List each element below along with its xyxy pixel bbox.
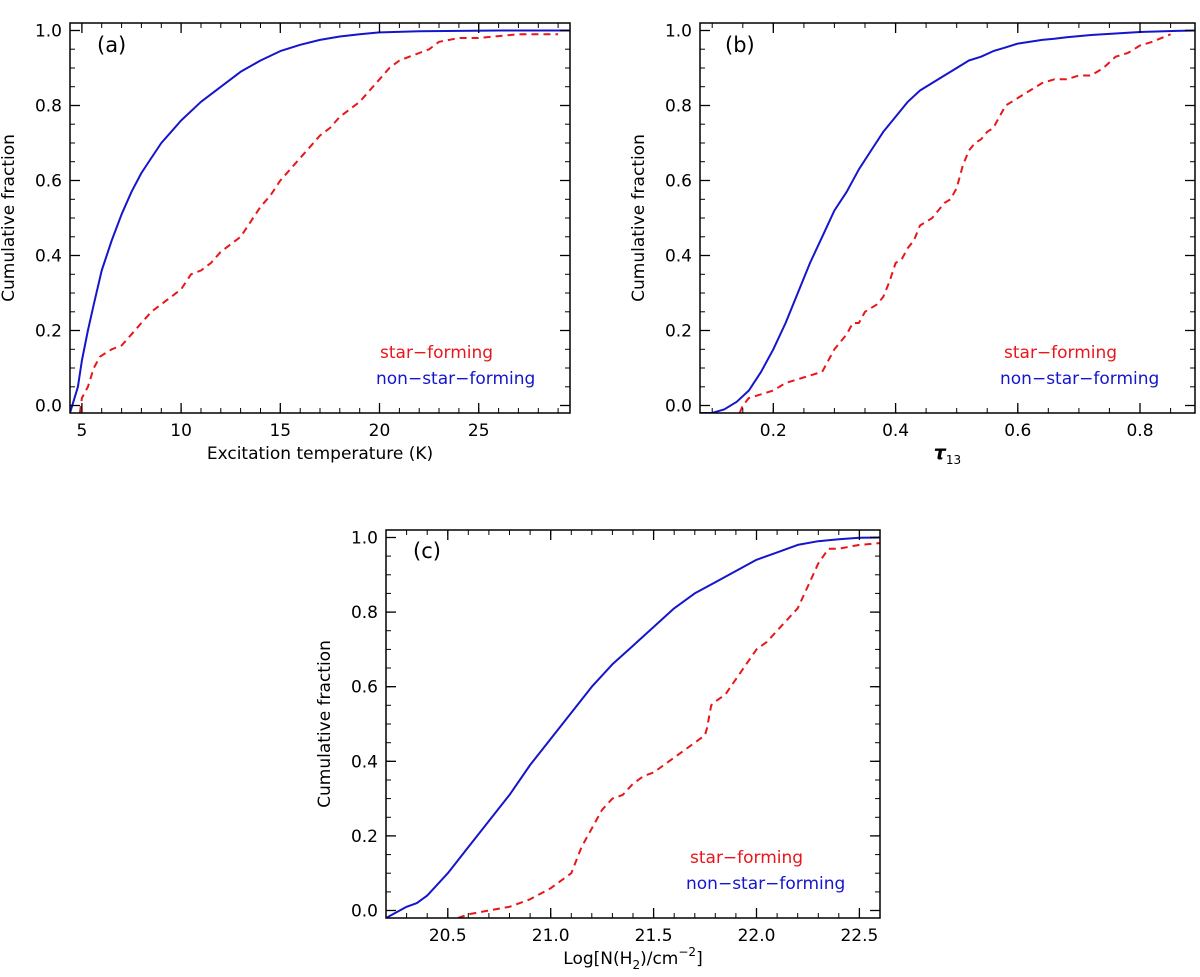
x-tick-label: 22.0 [738, 926, 776, 946]
y-tick-label: 0.2 [665, 322, 692, 342]
y-axis-title: Cumulative fraction [629, 134, 649, 302]
legend-item-star-forming: star−forming [1004, 343, 1117, 363]
legend-item-non-star-forming: non−star−forming [376, 369, 535, 389]
y-tick-label: 0.4 [351, 752, 378, 772]
legend: star−forming non−star−forming [1000, 343, 1159, 389]
panel-label: (c) [413, 539, 441, 563]
x-tick-label: 10 [170, 421, 192, 441]
chart-panel-3: 20.5 21.0 21.5 22.0 22.5 0.0 0.2 0.4 0.6 0.8 1.0 Cu… [315, 529, 881, 972]
axes-frame [699, 22, 1196, 414]
y-tick-label: 0.6 [351, 678, 378, 698]
legend-item-star-forming: star−forming [690, 848, 803, 868]
panel-label: (a) [97, 33, 126, 57]
x-tick-label: 15 [269, 421, 291, 441]
legend: star−forming non−star−forming [376, 343, 535, 389]
y-tick-label: 1.0 [351, 529, 378, 549]
y-tick-label: 0.8 [35, 97, 62, 117]
x-tick-label: 22.5 [840, 926, 878, 946]
x-axis-title: τ13 [934, 442, 961, 467]
x-tick-label: 25 [468, 421, 490, 441]
y-tick-label: 1.0 [665, 22, 692, 42]
y-tick-label: 0.2 [35, 322, 62, 342]
y-tick-label: 0.0 [665, 397, 692, 417]
y-tick-label: 0.8 [665, 97, 692, 117]
x-axis-title: Log[N(H2)/cm−2] [563, 945, 702, 972]
chart-panel-2: 0.2 0.4 0.6 0.8 0.0 0.2 0.4 0.6 0.8 1.0 Cumulative… [629, 22, 1196, 467]
legend-item-non-star-forming: non−star−forming [686, 874, 845, 894]
y-tick-label: 0.0 [35, 397, 62, 417]
y-tick-label: 0.8 [351, 603, 378, 623]
y-tick-label: 0.0 [351, 902, 378, 922]
y-tick-label: 1.0 [35, 22, 62, 42]
x-tick-label: 5 [76, 421, 87, 441]
y-tick-label: 0.2 [351, 827, 378, 847]
x-tick-label: 21.0 [532, 926, 570, 946]
y-tick-label: 0.6 [35, 172, 62, 192]
series-line-non-star-forming [70, 29, 570, 413]
y-tick-label: 0.4 [665, 247, 692, 267]
x-tick-label: 0.2 [760, 421, 787, 441]
legend: star−forming non−star−forming [686, 848, 845, 894]
x-tick-label: 0.8 [1126, 421, 1153, 441]
x-tick-label: 0.4 [882, 421, 909, 441]
series-line-non-star-forming [700, 29, 1195, 413]
y-axis-title: Cumulative fraction [0, 134, 19, 302]
axes-frame [69, 22, 571, 414]
x-tick-label: 0.6 [1004, 421, 1031, 441]
chart-panel-1: 5 10 15 20 25 0.0 0.2 0.4 0.6 0.8 1.0 Cumulative fr… [0, 22, 571, 464]
x-tick-label: 21.5 [635, 926, 673, 946]
series-line-non-star-forming [386, 536, 880, 918]
legend-item-non-star-forming: non−star−forming [1000, 369, 1159, 389]
legend-item-star-forming: star−forming [380, 343, 493, 363]
series-line-star-forming [457, 542, 880, 918]
x-tick-label: 20 [369, 421, 391, 441]
panel-label: (b) [725, 33, 755, 57]
y-axis-title: Cumulative fraction [315, 640, 335, 808]
series-line-star-forming [738, 33, 1171, 413]
y-tick-label: 0.6 [665, 172, 692, 192]
y-tick-label: 0.4 [35, 247, 62, 267]
x-axis-title: Excitation temperature (K) [207, 444, 433, 464]
x-tick-label: 20.5 [429, 926, 467, 946]
